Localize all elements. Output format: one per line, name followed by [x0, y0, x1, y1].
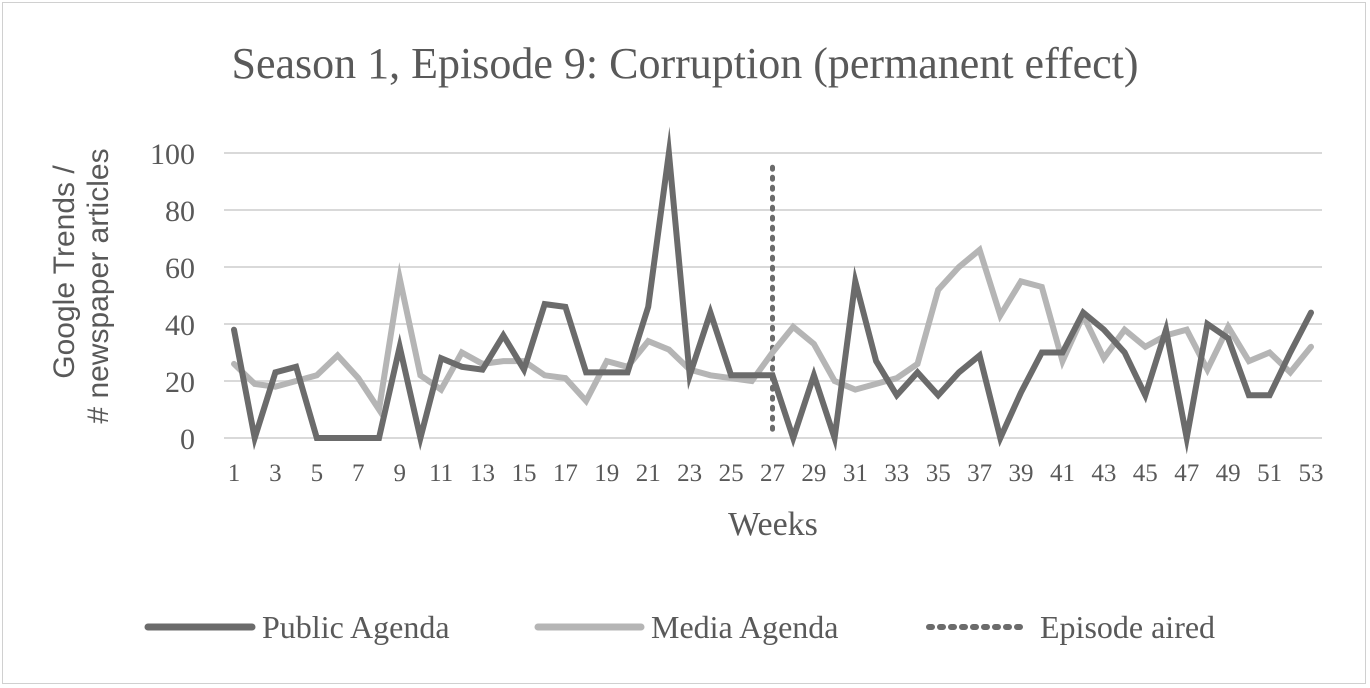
y-tick-label-40: 40 [165, 309, 195, 342]
series-lines [231, 126, 1314, 455]
y-axis-ticks: 0 20 40 60 80 100 [150, 138, 195, 456]
x-tick-label-27: 27 [760, 460, 785, 487]
x-tick-label-45: 45 [1133, 460, 1158, 487]
legend-label-episode-aired: Episode aired [1040, 609, 1215, 645]
y-tick-label-80: 80 [165, 195, 195, 228]
series-line-media-agenda [231, 244, 1314, 418]
x-tick-label-39: 39 [1009, 460, 1034, 487]
x-tick-label-47: 47 [1174, 460, 1199, 487]
chart-title: Season 1, Episode 9: Corruption (permane… [231, 39, 1138, 88]
series-line-public-agenda [231, 126, 1314, 455]
y-tick-label-100: 100 [150, 138, 195, 171]
x-tick-label-9: 9 [393, 460, 406, 487]
x-tick-label-21: 21 [636, 460, 661, 487]
x-tick-label-19: 19 [594, 460, 619, 487]
x-tick-label-43: 43 [1091, 460, 1116, 487]
legend-label-media-agenda: Media Agenda [651, 609, 839, 645]
x-axis-label: Weeks [728, 506, 818, 543]
x-tick-label-23: 23 [677, 460, 702, 487]
y-tick-label-60: 60 [165, 252, 195, 285]
x-tick-label-35: 35 [926, 460, 951, 487]
x-tick-label-33: 33 [884, 460, 909, 487]
x-tick-label-3: 3 [269, 460, 282, 487]
x-tick-label-51: 51 [1257, 460, 1282, 487]
x-tick-label-25: 25 [719, 460, 744, 487]
x-tick-label-37: 37 [967, 460, 992, 487]
y-tick-label-20: 20 [165, 366, 195, 399]
legend: Public Agenda Media Agenda Episode aired [144, 609, 1215, 645]
x-tick-label-53: 53 [1299, 460, 1324, 487]
x-tick-label-5: 5 [311, 460, 324, 487]
y-tick-label-0: 0 [180, 423, 195, 456]
x-tick-label-49: 49 [1216, 460, 1241, 487]
legend-label-public-agenda: Public Agenda [262, 609, 450, 645]
x-tick-label-31: 31 [843, 460, 868, 487]
x-tick-label-7: 7 [352, 460, 365, 487]
x-tick-label-29: 29 [801, 460, 826, 487]
x-tick-label-11: 11 [429, 460, 453, 487]
x-tick-label-41: 41 [1050, 460, 1075, 487]
x-tick-label-1: 1 [228, 460, 241, 487]
x-tick-label-17: 17 [553, 460, 578, 487]
x-tick-label-15: 15 [511, 460, 536, 487]
y-axis-label-line2: # newspaper articles [82, 148, 115, 423]
y-axis-label-line1: Google Trends / [48, 165, 81, 379]
x-axis-ticks: 1 3 5 7 9 11 13 15 17 19 21 23 25 27 29 31 33 35 37 39 41 43 4… [228, 460, 1324, 487]
x-tick-label-13: 13 [470, 460, 495, 487]
